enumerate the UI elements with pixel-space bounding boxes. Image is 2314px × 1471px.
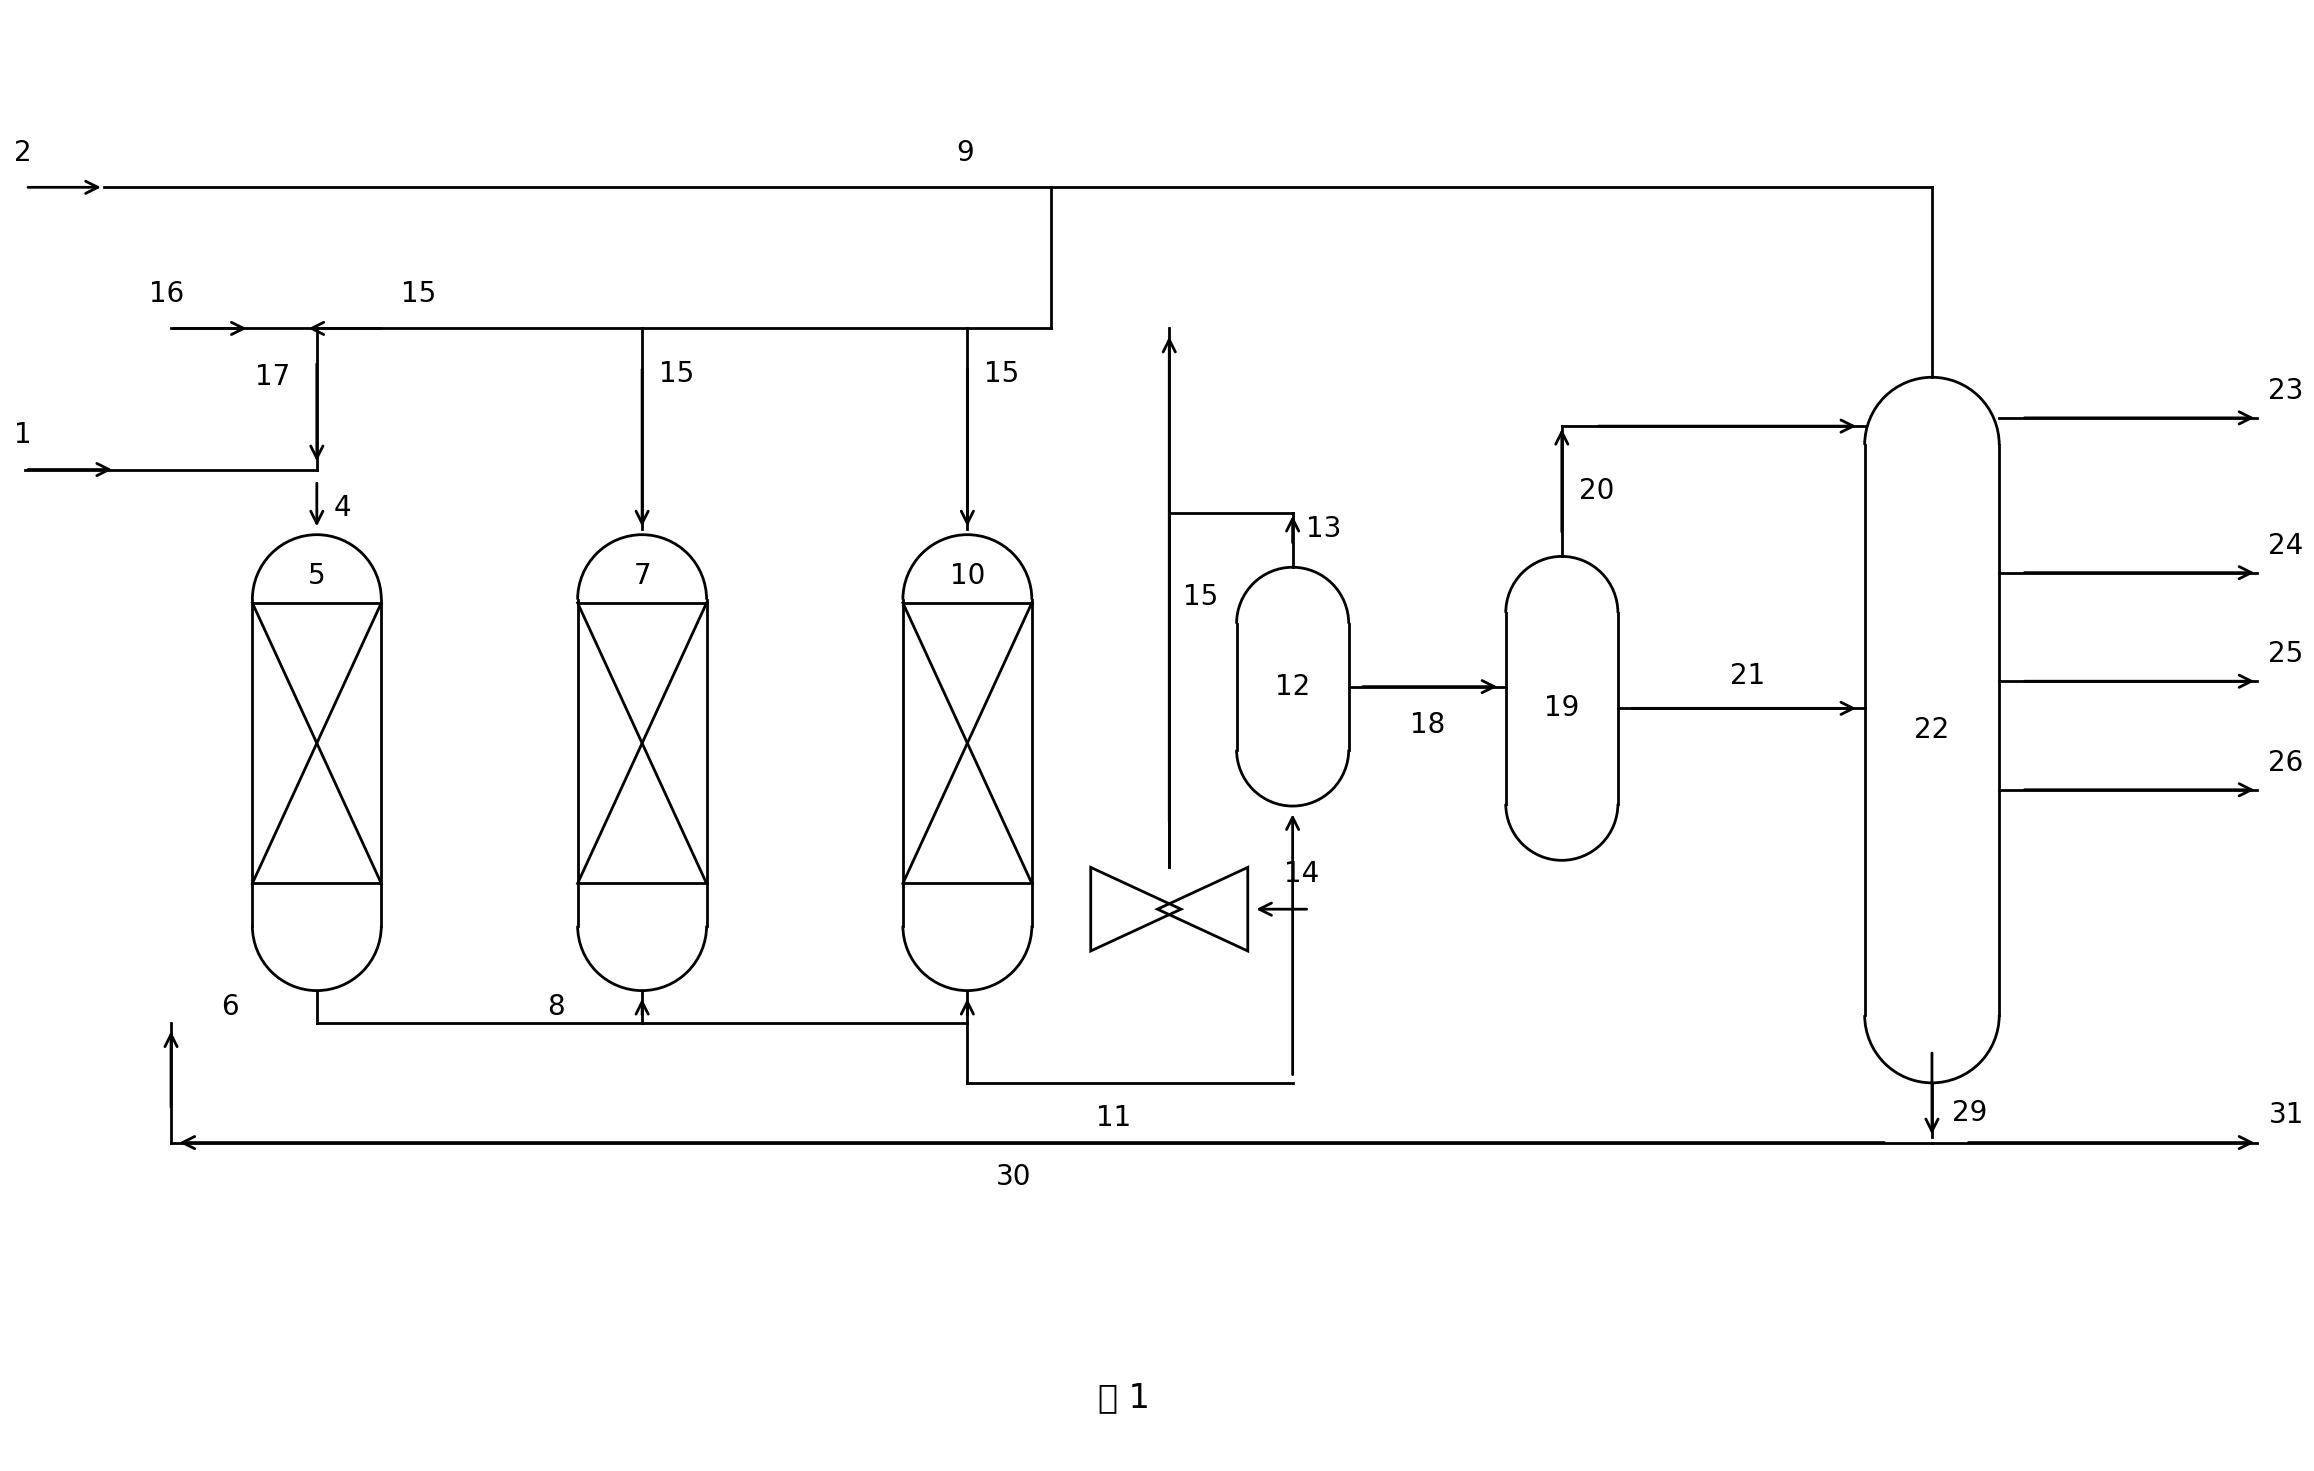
Text: 21: 21 xyxy=(1731,662,1766,690)
Text: 7: 7 xyxy=(634,562,650,590)
Text: 15: 15 xyxy=(1182,583,1217,610)
Text: 29: 29 xyxy=(1953,1099,1988,1127)
Text: 30: 30 xyxy=(995,1164,1032,1192)
Text: 31: 31 xyxy=(2268,1102,2305,1130)
Text: 9: 9 xyxy=(956,138,974,166)
Text: 图 1: 图 1 xyxy=(1099,1381,1150,1414)
Text: 17: 17 xyxy=(255,363,289,391)
Text: 15: 15 xyxy=(400,279,437,307)
Text: 1: 1 xyxy=(14,421,32,449)
Text: 25: 25 xyxy=(2268,640,2305,668)
Text: 23: 23 xyxy=(2268,377,2305,405)
Text: 8: 8 xyxy=(546,993,565,1021)
Text: 4: 4 xyxy=(333,494,352,522)
Text: 22: 22 xyxy=(1914,716,1951,744)
Text: 5: 5 xyxy=(308,562,326,590)
Text: 19: 19 xyxy=(1543,694,1580,722)
Text: 12: 12 xyxy=(1275,672,1310,700)
Text: 26: 26 xyxy=(2268,749,2305,777)
Text: 15: 15 xyxy=(983,360,1020,388)
Text: 24: 24 xyxy=(2268,531,2305,559)
Text: 20: 20 xyxy=(1578,477,1615,505)
Text: 18: 18 xyxy=(1412,710,1446,738)
Text: 6: 6 xyxy=(222,993,238,1021)
Text: 14: 14 xyxy=(1284,861,1319,888)
Text: 15: 15 xyxy=(659,360,694,388)
Text: 2: 2 xyxy=(14,138,32,166)
Text: 13: 13 xyxy=(1305,515,1342,543)
Text: 10: 10 xyxy=(949,562,986,590)
Text: 16: 16 xyxy=(148,279,183,307)
Text: 11: 11 xyxy=(1097,1103,1132,1131)
